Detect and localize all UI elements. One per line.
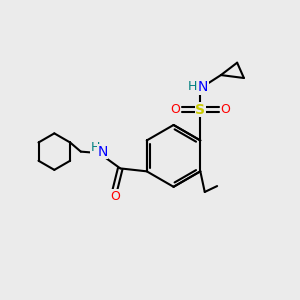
Text: O: O (171, 103, 181, 116)
Text: N: N (198, 80, 208, 94)
Text: O: O (110, 190, 120, 202)
Text: N: N (98, 145, 108, 159)
Text: O: O (220, 103, 230, 116)
Text: H: H (188, 80, 197, 93)
Text: H: H (91, 141, 100, 154)
Text: S: S (195, 103, 205, 116)
